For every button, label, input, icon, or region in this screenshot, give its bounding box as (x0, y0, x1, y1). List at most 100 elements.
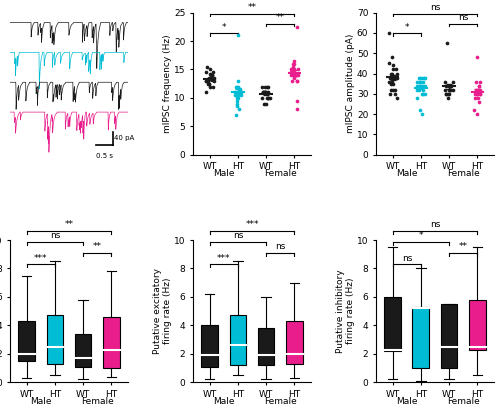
Text: **: ** (275, 13, 284, 22)
Text: Female: Female (447, 396, 480, 406)
Text: ns: ns (458, 13, 468, 22)
Point (387, 74, 395, 81)
Bar (103, 317, 120, 368)
Point (386, 90, 394, 97)
Point (202, 77, 210, 84)
Point (474, 87, 482, 93)
Point (290, 72, 298, 79)
Point (292, 72, 300, 79)
Point (389, 80, 397, 87)
Point (236, 89, 244, 96)
Point (233, 103, 241, 110)
Point (289, 66, 297, 73)
Point (206, 66, 214, 73)
Point (258, 94, 266, 101)
Point (446, 82, 454, 89)
Point (442, 90, 450, 97)
Point (261, 89, 269, 96)
Point (233, 94, 241, 101)
Text: **: ** (248, 3, 256, 12)
Point (233, 112, 241, 118)
Text: Female: Female (447, 169, 480, 178)
Point (258, 89, 266, 96)
Point (234, 92, 242, 98)
Point (441, 78, 449, 85)
Point (415, 74, 423, 81)
Point (206, 83, 214, 90)
Point (389, 62, 397, 69)
Point (234, 89, 242, 96)
Text: ***: *** (217, 254, 231, 262)
Point (391, 87, 399, 93)
Text: ns: ns (275, 242, 285, 252)
Bar (75, 334, 91, 367)
Point (473, 54, 481, 60)
Point (233, 97, 241, 104)
Point (445, 94, 453, 101)
Point (204, 77, 212, 84)
Point (290, 69, 298, 76)
Point (287, 69, 295, 76)
Point (234, 77, 242, 84)
Text: *: * (222, 23, 226, 32)
Text: ns: ns (233, 231, 243, 240)
Point (413, 87, 421, 93)
Text: ***: *** (34, 254, 47, 262)
Point (287, 66, 295, 73)
Point (393, 94, 401, 101)
Text: **: ** (64, 220, 73, 229)
Point (290, 75, 298, 81)
Point (263, 83, 271, 90)
Point (263, 94, 271, 101)
Point (232, 83, 240, 90)
Point (386, 74, 394, 81)
Point (444, 90, 452, 97)
Point (210, 77, 218, 84)
Point (289, 60, 297, 67)
Text: ns: ns (50, 231, 60, 240)
Point (417, 82, 425, 89)
Point (292, 106, 300, 113)
Point (445, 82, 453, 89)
Point (388, 70, 396, 77)
Point (474, 90, 482, 97)
Point (476, 78, 484, 85)
Bar (384, 297, 401, 351)
Point (413, 82, 421, 89)
Point (288, 63, 296, 70)
Point (293, 24, 301, 30)
Point (259, 89, 267, 96)
Point (473, 111, 481, 118)
Point (476, 87, 484, 93)
Point (393, 70, 401, 77)
Point (261, 89, 269, 96)
Point (415, 82, 423, 89)
Point (389, 66, 397, 73)
Point (416, 78, 424, 85)
Text: ***: *** (245, 220, 259, 229)
Point (393, 74, 401, 81)
Point (416, 78, 424, 85)
Point (420, 82, 428, 89)
Point (442, 82, 450, 89)
Point (415, 87, 423, 93)
Y-axis label: mIPSC amplitude (pA): mIPSC amplitude (pA) (346, 34, 355, 134)
Point (445, 90, 453, 97)
Point (476, 90, 484, 97)
Point (238, 89, 246, 96)
Point (260, 89, 268, 96)
Point (287, 72, 295, 79)
Point (442, 87, 450, 93)
Point (388, 78, 396, 85)
Point (293, 77, 301, 84)
Point (293, 77, 301, 84)
Text: Male: Male (396, 169, 418, 178)
Point (416, 107, 424, 113)
Point (204, 77, 212, 84)
Point (261, 83, 269, 90)
Text: Male: Male (30, 396, 52, 406)
Point (237, 92, 245, 98)
Point (292, 72, 300, 79)
Point (263, 83, 271, 90)
Point (385, 60, 393, 67)
